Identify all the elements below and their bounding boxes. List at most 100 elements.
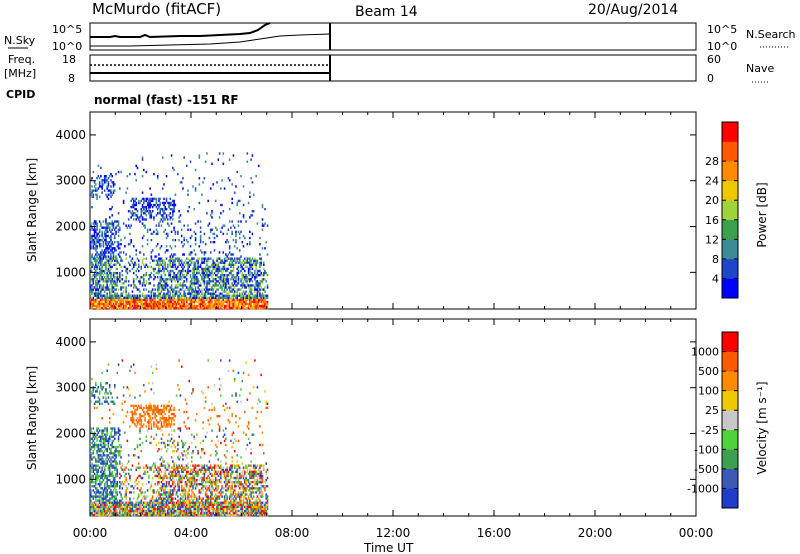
range-gate-cell (116, 396, 119, 399)
range-gate-cell (174, 203, 177, 207)
range-gate-cell (222, 152, 225, 155)
nave-right-label: Nave (746, 62, 774, 75)
range-gate-cell (154, 300, 156, 304)
range-gate-cell (185, 464, 188, 467)
range-gate-cell (173, 199, 175, 203)
range-gate-cell (170, 503, 173, 506)
range-gate-cell (213, 236, 216, 240)
range-gate-cell (208, 487, 211, 490)
range-gate-cell (189, 292, 192, 295)
range-gate-cell (177, 468, 179, 471)
range-gate-cell (139, 412, 141, 416)
range-gate-cell (119, 251, 121, 254)
range-gate-cell (97, 474, 100, 478)
range-gate-cell (112, 286, 115, 289)
range-gate-cell (112, 290, 115, 293)
range-gate-cell (106, 284, 108, 287)
range-gate-cell (182, 454, 184, 457)
range-gate-cell (130, 259, 132, 262)
range-gate-cell (198, 503, 201, 506)
range-gate-cell (203, 177, 206, 180)
range-gate-cell (168, 511, 170, 515)
range-gate-cell (158, 222, 160, 225)
range-gate-cell (183, 236, 185, 240)
range-gate-cell (221, 273, 223, 277)
range-gate-cell (193, 302, 196, 306)
range-gate-cell (199, 483, 202, 486)
range-gate-cell (250, 298, 252, 302)
range-gate-cell (214, 226, 217, 229)
range-gate-cell (244, 269, 246, 273)
range-gate-cell (111, 491, 114, 494)
range-gate-cell (90, 269, 92, 273)
range-gate-cell (108, 437, 111, 441)
range-gate-cell (93, 445, 96, 449)
range-gate-cell (261, 222, 264, 225)
range-gate-cell (112, 505, 115, 509)
range-gate-cell (139, 509, 141, 513)
range-gate-cell (159, 511, 161, 515)
range-gate-cell (174, 505, 177, 509)
range-gate-cell (202, 497, 204, 500)
range-gate-cell (180, 439, 183, 443)
range-gate-cell (182, 187, 184, 190)
range-gate-cell (217, 271, 220, 275)
range-gate-cell (255, 273, 257, 277)
range-gate-cell (106, 489, 108, 492)
range-gate-cell (194, 253, 197, 256)
range-gate-cell (174, 304, 177, 308)
range-gate-cell (105, 505, 107, 509)
range-gate-cell (113, 249, 116, 252)
range-gate-cell (172, 203, 174, 207)
range-gate-cell (184, 269, 187, 273)
range-gate-cell (172, 466, 174, 469)
range-gate-cell (207, 306, 209, 310)
range-gate-cell (93, 509, 96, 513)
range-gate-cell (174, 470, 177, 473)
range-gate-cell (90, 511, 92, 515)
range-gate-cell (241, 273, 244, 277)
range-gate-cell (238, 300, 241, 304)
range-gate-cell (144, 265, 146, 269)
range-gate-cell (242, 276, 245, 279)
range-gate-cell (108, 439, 111, 443)
range-gate-cell (155, 232, 158, 236)
range-gate-cell (207, 265, 209, 269)
range-gate-cell (115, 501, 117, 504)
range-gate-cell (244, 286, 246, 289)
range-gate-cell (174, 474, 177, 478)
range-gate-cell (240, 302, 242, 306)
range-gate-cell (237, 257, 240, 260)
range-gate-cell (120, 238, 122, 242)
range-gate-cell (206, 267, 208, 271)
range-gate-cell (180, 489, 183, 492)
range-gate-cell (173, 253, 175, 256)
range-gate-cell (153, 505, 155, 509)
range-gate-cell (91, 177, 93, 180)
range-gate-cell (113, 503, 116, 506)
range-gate-cell (160, 269, 163, 273)
range-gate-cell (127, 284, 130, 287)
range-gate-cell (158, 410, 160, 414)
range-gate-cell (149, 212, 151, 215)
range-gate-cell (117, 363, 120, 366)
range-gate-cell (160, 447, 163, 451)
range-gate-cell (167, 503, 169, 506)
range-gate-cell (196, 306, 198, 310)
range-gate-cell (136, 456, 139, 459)
range-gate-cell (115, 454, 117, 457)
range-gate-cell (125, 491, 127, 494)
range-gate-cell (207, 497, 209, 500)
range-gate-cell (177, 302, 179, 306)
range-gate-cell (156, 474, 159, 478)
range-gate-cell (96, 501, 98, 504)
range-gate-cell (135, 466, 138, 469)
range-gate-cell (233, 300, 236, 304)
range-gate-cell (226, 294, 228, 297)
range-gate-cell (113, 485, 116, 488)
range-gate-cell (102, 298, 105, 302)
range-gate-cell (196, 433, 198, 436)
range-gate-cell (178, 408, 180, 412)
range-gate-cell (201, 300, 203, 304)
range-gate-cell (140, 499, 143, 502)
